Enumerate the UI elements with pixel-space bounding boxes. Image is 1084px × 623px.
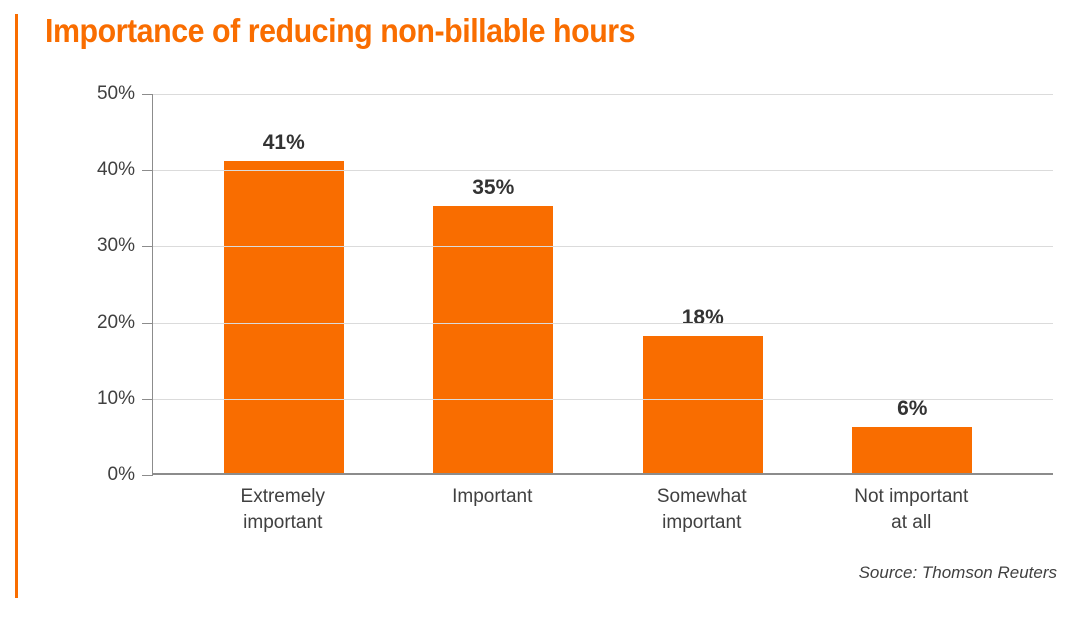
- y-axis-label: 30%: [96, 235, 135, 256]
- x-axis-labels: Extremely important Important Somewhat imp…: [178, 484, 1016, 536]
- gridline: [153, 323, 1053, 324]
- bar-slot: 35%: [389, 94, 599, 473]
- accent-bar: [15, 14, 18, 598]
- y-axis-label: 50%: [96, 83, 135, 104]
- y-axis-tick: [142, 94, 153, 95]
- bar: [642, 335, 763, 473]
- x-axis-label: Somewhat important: [656, 486, 747, 533]
- y-axis-tick: [142, 246, 153, 247]
- bar: [223, 160, 344, 473]
- plot-area: 41% 35% 18% 6% 0% 10% 20% 30% 40% 50%: [97, 83, 1053, 485]
- y-axis-tick: [142, 323, 153, 324]
- bar-value-label: 41%: [262, 130, 305, 154]
- gridline: [153, 399, 1053, 400]
- bar-value-label: 18%: [681, 305, 724, 329]
- y-axis-label: 20%: [96, 312, 135, 333]
- bar-value-label: 6%: [897, 397, 928, 421]
- source-caption: Source: Thomson Reuters: [858, 563, 1057, 582]
- y-axis-tick: [142, 475, 153, 476]
- x-axis-label: Not important at all: [854, 486, 969, 533]
- x-axis-label: Extremely important: [240, 486, 325, 533]
- chart-title: Importance of reducing non-billable hour…: [45, 12, 636, 49]
- y-axis-label: 40%: [96, 159, 135, 180]
- y-axis-tick: [142, 399, 153, 400]
- bars-area: 41% 35% 18% 6%: [179, 94, 1017, 473]
- bar-slot: 41%: [179, 94, 389, 473]
- gridline: [153, 94, 1053, 95]
- gridline: [153, 170, 1053, 171]
- y-axis-tick: [142, 170, 153, 171]
- gridline: [153, 246, 1053, 247]
- bar-value-label: 35%: [472, 176, 515, 200]
- y-axis-label: 0%: [107, 464, 135, 485]
- bar-slot: 6%: [808, 94, 1018, 473]
- y-axis-label: 10%: [96, 388, 135, 409]
- bar-slot: 18%: [598, 94, 808, 473]
- x-axis-label: Important: [452, 486, 533, 507]
- bar: [433, 206, 554, 473]
- bar: [852, 427, 973, 473]
